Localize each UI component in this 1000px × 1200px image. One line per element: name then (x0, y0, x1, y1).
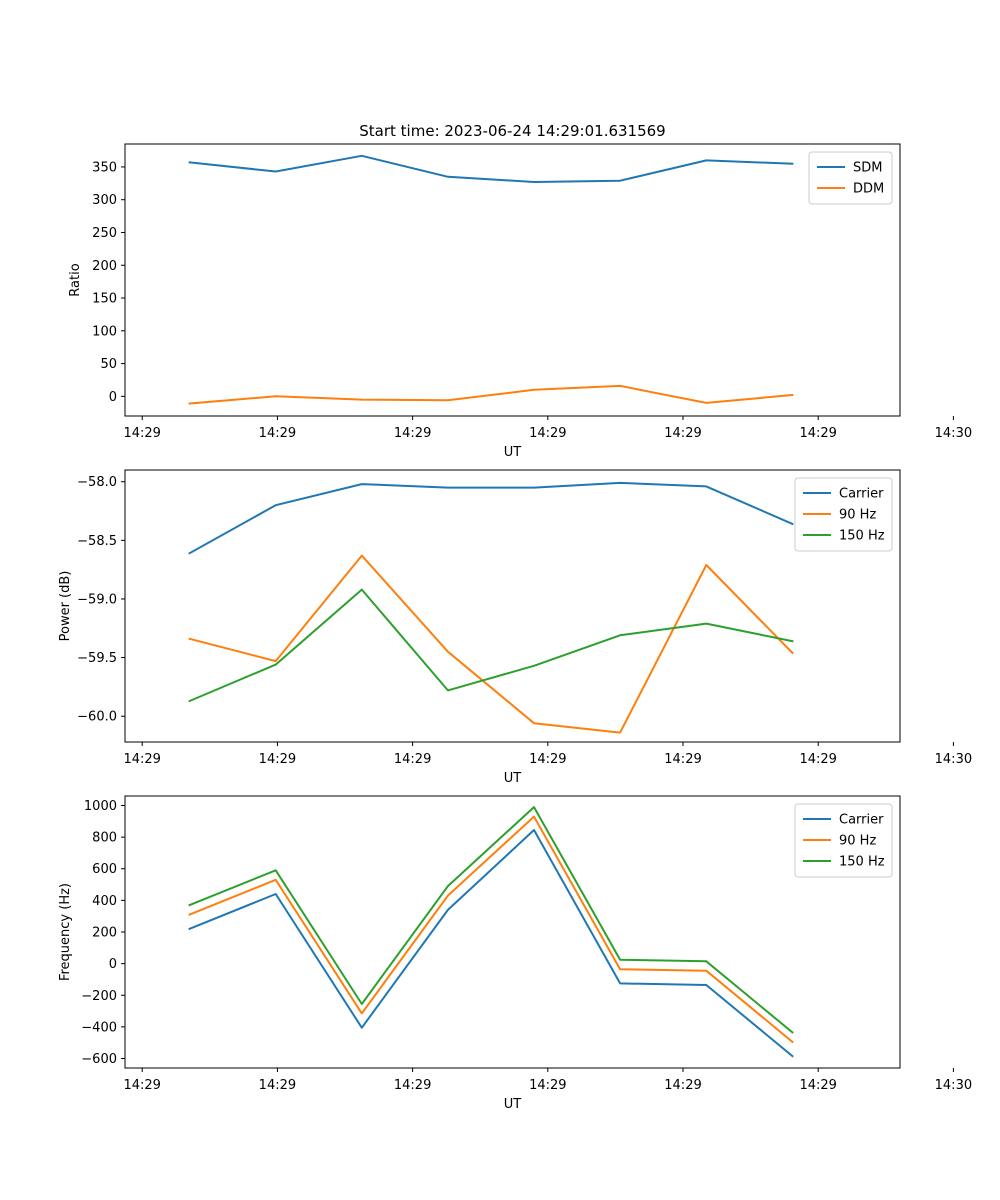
x-tick-label: 14:29 (529, 426, 566, 441)
legend: SDM DDM (808, 151, 893, 205)
x-axis-label: UT (504, 771, 522, 786)
legend-label: Carrier (839, 813, 884, 828)
y-tick-label: −200 (81, 989, 117, 1004)
y-tick-label: −59.5 (77, 651, 117, 666)
y-tick-label: 0 (109, 957, 117, 972)
legend-frame (794, 803, 893, 878)
legend-label: 90 Hz (839, 508, 876, 523)
y-tick-label: −58.0 (77, 475, 117, 490)
x-tick-label: 14:29 (529, 1078, 566, 1093)
x-tick-label: 14:29 (394, 752, 431, 767)
legend-label: SDM (853, 161, 882, 176)
chart-panel-ratio: 0 50 100 150 200 250 300 350 14:29 14:29 14:29 14:2… (68, 143, 972, 460)
legend-frame (794, 477, 893, 552)
x-tick-label: 14:29 (664, 752, 701, 767)
legend-label: Carrier (839, 487, 884, 502)
y-axis-label: Ratio (68, 263, 83, 296)
y-tick-label: 1000 (84, 799, 117, 814)
series-line-150-hz (188, 806, 794, 1034)
legend: Carrier 90 Hz 150 Hz (794, 803, 893, 878)
y-tick-label: 0 (109, 390, 117, 405)
x-tick-label: 14:29 (123, 426, 160, 441)
y-tick-label: −600 (81, 1052, 117, 1067)
x-tick-label: 14:29 (799, 426, 836, 441)
y-tick-label: 150 (92, 292, 117, 307)
x-tick-label: 14:30 (935, 426, 972, 441)
x-tick-label: 14:29 (259, 426, 296, 441)
axes-frame (124, 143, 901, 417)
y-tick-label: 350 (92, 160, 117, 175)
series-line-90-hz (188, 554, 794, 734)
axes-frame (124, 469, 901, 743)
x-tick-label: 14:29 (799, 752, 836, 767)
x-tick-label: 14:29 (259, 752, 296, 767)
legend-frame (808, 151, 893, 205)
legend: Carrier 90 Hz 150 Hz (794, 477, 893, 552)
x-axis-label: UT (504, 1097, 522, 1112)
x-tick-label: 14:29 (259, 1078, 296, 1093)
series-line-sdm (188, 154, 794, 183)
figure-title: Start time: 2023-06-24 14:29:01.631569 (359, 122, 665, 140)
y-tick-label: 300 (92, 193, 117, 208)
y-tick-label: −400 (81, 1020, 117, 1035)
x-tick-label: 14:29 (123, 1078, 160, 1093)
y-tick-label: 400 (92, 894, 117, 909)
legend-label: 150 Hz (839, 855, 885, 870)
y-tick-label: 50 (100, 357, 117, 372)
x-tick-label: 14:30 (935, 752, 972, 767)
y-tick-label: −60.0 (77, 710, 117, 725)
series-line-carrier (188, 481, 794, 555)
series-line-ddm (188, 384, 794, 405)
chart-panel-power: −60.0 −59.5 −59.0 −58.5 −58.0 14:29 14:29 14:29… (58, 469, 972, 786)
x-tick-label: 14:29 (123, 752, 160, 767)
legend-label: 150 Hz (839, 529, 885, 544)
x-tick-label: 14:29 (529, 752, 566, 767)
series-line-carrier (188, 829, 794, 1058)
x-tick-label: 14:30 (935, 1078, 972, 1093)
x-tick-label: 14:29 (394, 426, 431, 441)
y-tick-label: −59.0 (77, 592, 117, 607)
x-axis-label: UT (504, 445, 522, 460)
y-axis-label: Frequency (Hz) (58, 883, 73, 981)
x-tick-label: 14:29 (664, 1078, 701, 1093)
y-tick-label: 200 (92, 926, 117, 941)
y-tick-label: 800 (92, 831, 117, 846)
legend-label: 90 Hz (839, 834, 876, 849)
series-line-150-hz (188, 588, 794, 703)
legend-label: DDM (853, 182, 884, 197)
x-tick-label: 14:29 (394, 1078, 431, 1093)
chart-panel-frequency: −600 −400 −200 0 200 400 600 800 1000 14:29 14:29 1… (58, 795, 972, 1112)
y-axis-label: Power (dB) (58, 571, 73, 642)
y-tick-label: 600 (92, 862, 117, 877)
y-tick-label: 250 (92, 226, 117, 241)
y-tick-label: −58.5 (77, 534, 117, 549)
x-tick-label: 14:29 (664, 426, 701, 441)
series-line-90-hz (188, 815, 794, 1044)
x-tick-label: 14:29 (799, 1078, 836, 1093)
y-tick-label: 100 (92, 324, 117, 339)
y-tick-label: 200 (92, 259, 117, 274)
